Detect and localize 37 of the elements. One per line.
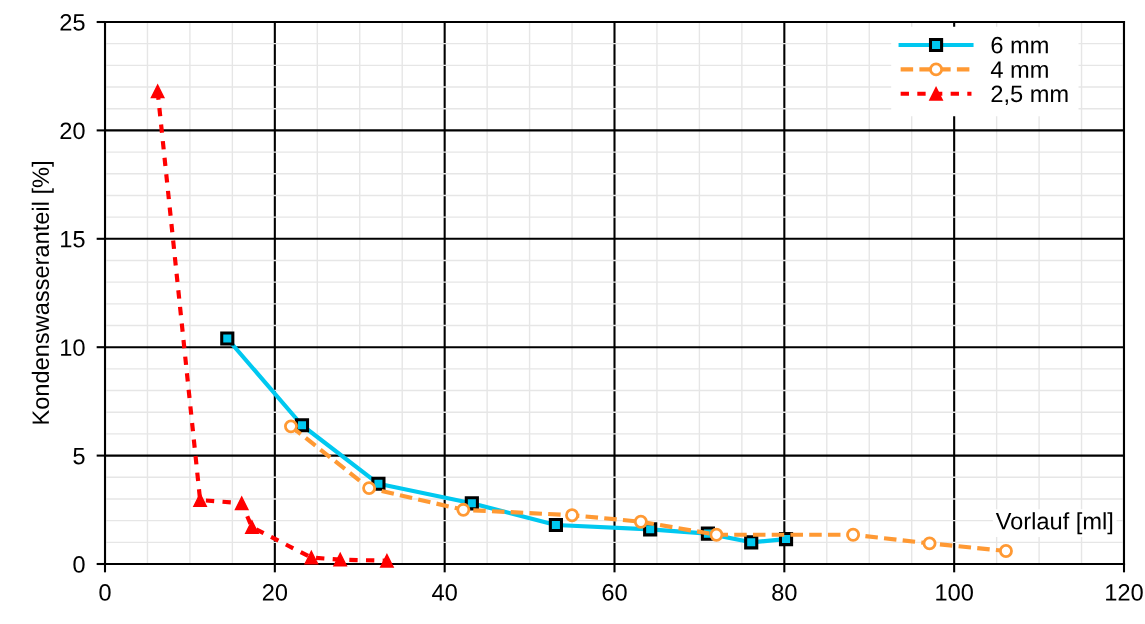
point	[304, 550, 319, 565]
point	[362, 481, 377, 496]
y-tick-label: 15	[61, 231, 85, 248]
point	[220, 331, 235, 346]
y-axis-title: Kondenswasseranteil [%]	[31, 162, 54, 424]
y-tick-label: 20	[60, 122, 85, 140]
point	[999, 544, 1013, 558]
point	[150, 84, 165, 99]
legend-label: 4 mm	[990, 61, 1048, 78]
legend-label: 2,5 mm	[991, 85, 1068, 106]
x-tick-label: 40	[432, 584, 457, 601]
point	[379, 553, 394, 568]
y-tick-label: 25	[60, 14, 85, 31]
legend-label: 6 mm	[991, 36, 1048, 54]
point	[709, 527, 724, 542]
point	[193, 493, 208, 507]
x-tick-label: 0	[99, 584, 111, 601]
point	[633, 514, 648, 529]
y-tick-label: 0	[73, 556, 85, 573]
y-tick-label: 10	[61, 339, 85, 356]
x-tick-label: 120	[1106, 584, 1143, 601]
x-tick-label: 100	[936, 584, 973, 601]
point	[922, 536, 937, 551]
point	[744, 535, 759, 550]
x-axis-title: Vorlauf [ml]	[995, 512, 1113, 535]
x-tick-label: 60	[602, 584, 627, 601]
y-tick-label: 5	[73, 447, 85, 465]
point	[234, 496, 249, 511]
x-tick-label: 80	[772, 584, 797, 601]
point	[244, 520, 259, 535]
point	[548, 517, 563, 533]
x-tick-label: 20	[262, 584, 288, 601]
point	[565, 508, 579, 523]
point	[846, 527, 861, 542]
point	[456, 502, 471, 517]
point	[284, 419, 298, 434]
point	[333, 552, 348, 567]
